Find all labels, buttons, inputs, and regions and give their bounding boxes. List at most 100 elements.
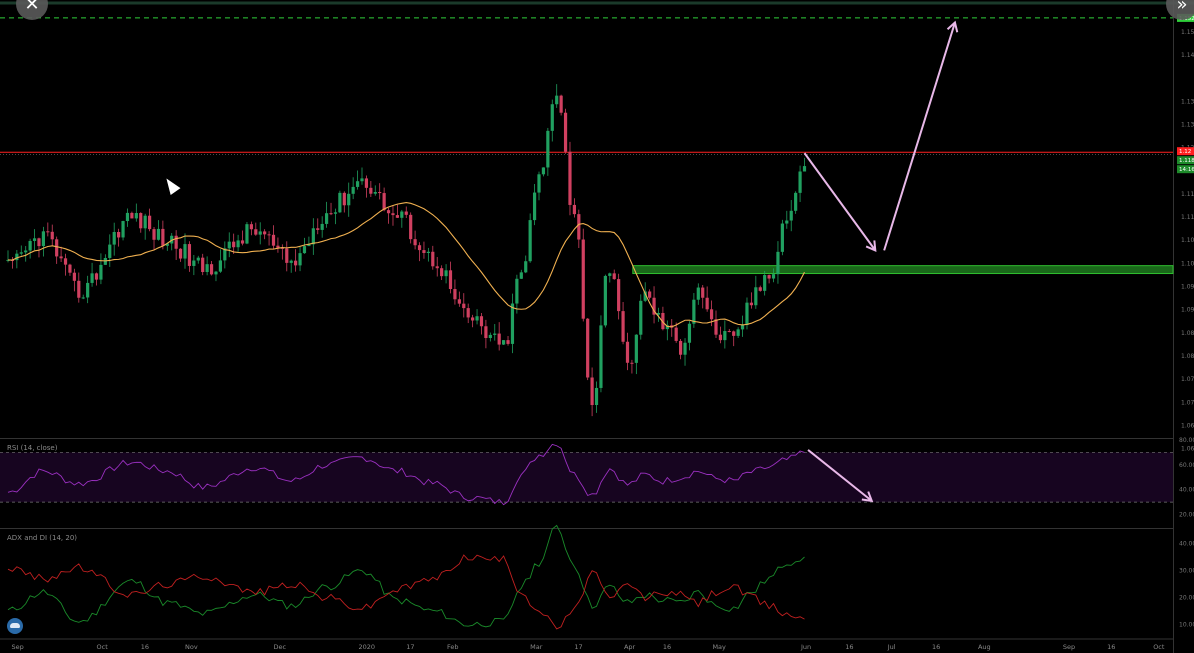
candle-body [263,231,267,235]
candle-body [648,291,652,298]
candle-body [639,300,643,335]
arrow-shaft [807,449,873,502]
candle-body [46,231,50,233]
rsi-pane: 80.00 60.00 40.00 20.00 [0,437,1194,519]
candle-body [679,340,683,355]
candle-body [431,251,435,267]
app-logo-icon [7,618,23,634]
double-chevron-right-icon: » [1176,0,1188,15]
adx-pane: 40.00 30.00 20.00 10.00 [7,524,1194,630]
candle-body [258,231,262,235]
candle-body [209,264,214,275]
candle-body [280,247,284,249]
candle-body [382,193,386,211]
candle-body [121,221,125,238]
candle-body [28,240,32,251]
candle-body [652,297,656,315]
candle-body [532,192,537,221]
projection-arrow-2 [883,20,959,251]
time-tick-label: 16 [845,643,853,651]
candle-body [758,287,762,291]
candle-body [798,171,802,193]
moving-average-line [7,201,805,328]
candle-body [32,238,37,241]
candle-body [99,264,103,280]
price-badge-bg [1177,156,1194,165]
candle-body [541,167,546,175]
candle-body [736,329,740,336]
candle-body [232,241,236,248]
time-tick-label: 16 [1107,643,1115,651]
arrow-head [861,491,874,503]
candle-body [342,192,346,206]
candle-body [347,193,351,206]
candle-body [422,250,426,253]
candle-body [285,248,289,263]
candle-body [612,273,616,280]
candle-body [802,166,807,172]
time-tick-label: 16 [932,643,940,651]
candle-body [581,239,585,319]
candle-body [763,275,767,291]
candle-body [170,235,174,244]
time-tick-label: Sep [12,643,24,651]
candle-body [112,231,116,245]
candle-body [68,264,72,273]
candle-body [369,187,373,194]
candle-body [745,302,749,326]
expand-button[interactable]: » [1166,0,1194,20]
candle-body [502,340,506,345]
candle-body [311,228,315,245]
candle-body [448,270,453,290]
candle-body [218,260,222,272]
candle-body [378,192,382,194]
candle-body [409,214,413,240]
close-button[interactable]: ✕ [16,0,48,20]
minus-di-line [7,554,805,630]
time-tick-label: Apr [624,643,636,651]
candle-body [568,151,572,205]
candle-body [152,229,156,240]
arrow-shaft [883,22,956,251]
candle-body [77,280,81,298]
candle-body [692,299,696,324]
candle-body [183,244,187,259]
candle-body [63,258,68,265]
candle-body [754,287,758,306]
price-tick-label: 1.080 [1181,353,1194,360]
arrow-head [865,240,877,252]
rsi-line [7,443,805,506]
candle-body [298,253,302,266]
time-tick-label: 16 [141,643,149,651]
candle-body [586,318,590,378]
time-tick-label: May [712,643,726,651]
price-tick-label: 1.100 [1181,260,1194,267]
candle-body [771,274,776,279]
time-tick-label: 16 [663,643,671,651]
candle-body [524,261,528,273]
candle-body [625,341,630,363]
candle-body [50,231,54,240]
candle-body [608,273,612,276]
candle-body [674,327,678,341]
candle-body [125,212,130,222]
price-badge-text: 14:16 [1179,167,1194,173]
price-badge: 1.118 [1177,156,1194,165]
candle-body [267,234,271,236]
time-tick-label: 2020 [358,643,375,651]
candle-body [19,252,23,254]
candle-body [338,192,342,213]
price-tick-label: 1.135 [1181,98,1194,105]
candle-body [86,282,90,298]
price-tick-label: 1.105 [1181,237,1194,244]
candle-body [718,334,723,341]
candle-body [776,251,780,275]
support-zone [632,265,1174,275]
candle-body [515,278,519,304]
candle-body [727,331,731,333]
candle-body [139,213,143,229]
candle-body [656,312,661,315]
candle-body [555,95,559,105]
price-badge-bg [1177,165,1194,174]
